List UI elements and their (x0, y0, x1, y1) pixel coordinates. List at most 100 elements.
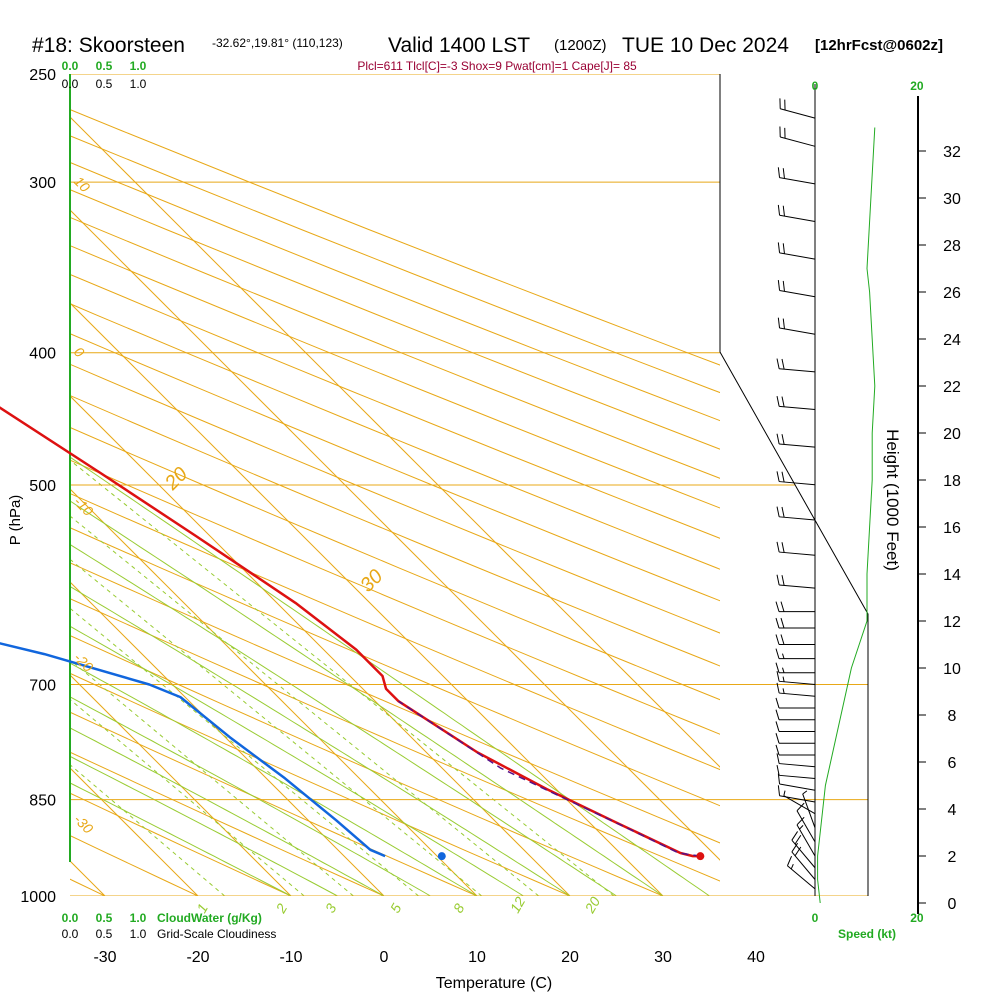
isotherm-edge-label: 10 (71, 173, 93, 195)
dry-adiabat (70, 426, 720, 701)
wind-barb-shaft (780, 136, 816, 147)
wind-barb-flag (775, 601, 780, 612)
wind-barb-flag (780, 634, 785, 645)
pressure-tick-label: 250 (29, 67, 56, 84)
valid-time: Valid 1400 LST (388, 34, 530, 57)
wind-barb (775, 744, 815, 756)
thermo-grid (0, 74, 720, 896)
x-axis-title: Temperature (C) (436, 975, 552, 992)
isotherm-line (70, 488, 478, 896)
mixing-ratio-line (70, 558, 483, 896)
cloudiness-label: Grid-Scale Cloudiness (157, 927, 276, 941)
height-tick-label: 16 (943, 520, 961, 537)
wind-barb (775, 601, 815, 613)
isotherm-edge-label: -10 (71, 493, 97, 519)
wind-barb-flag (775, 634, 780, 645)
dry-adiabat (70, 109, 720, 366)
wind-barb-flag (776, 764, 780, 776)
wind-barb-flag (775, 744, 780, 756)
wind-barb (775, 709, 815, 721)
dry-adiabat (70, 562, 720, 844)
mixing-ratio-label: 20 (581, 894, 603, 917)
wind-barb (775, 697, 815, 709)
wind-barb (777, 317, 816, 335)
wind-barb-flag (777, 785, 781, 796)
temperature-tick-label: 30 (654, 949, 672, 966)
wind-barb-flag (777, 773, 781, 785)
wind-barb-flag (782, 318, 785, 329)
wind-barb-flag (777, 242, 781, 253)
wind-barb-shaft (779, 443, 816, 448)
cloud-axis-tick: 0.0 (62, 911, 79, 925)
mixing-ratio-line (70, 607, 419, 896)
wind-barb-shaft (779, 692, 816, 697)
wind-barb-half-flag (782, 676, 785, 682)
cloud-axis-tick: 0.5 (96, 927, 113, 941)
wind-barb (776, 764, 816, 779)
isotherm-line (70, 674, 292, 896)
wind-speed-profile (817, 127, 876, 904)
moist-adiabat (70, 585, 571, 896)
wind-barb-shaft (783, 795, 816, 815)
wind-barb (777, 167, 816, 185)
wind-barb-shaft (779, 214, 816, 222)
mixing-ratio-label: 12 (507, 894, 529, 916)
wind-barb-flag (780, 617, 785, 629)
wind-barb (791, 842, 816, 880)
wind-barb (775, 617, 815, 629)
parcel-line (398, 700, 701, 857)
cloud-axis-tick: 1.0 (130, 59, 147, 73)
dry-adiabat (70, 492, 720, 771)
cloudwater-label: CloudWater (g/Kg) (157, 911, 262, 925)
pressure-tick-label: 1000 (20, 889, 56, 906)
cloud-axis-tick: 0.0 (62, 77, 79, 91)
moist-adiabat (70, 456, 710, 896)
wind-barb-flag (794, 835, 802, 845)
wind-barb-flag (781, 542, 785, 553)
height-tick-label: 22 (943, 379, 961, 396)
wind-barb-flag (781, 396, 785, 407)
wind-barb (776, 670, 816, 685)
wind-barb-flag (782, 205, 785, 217)
wind-barb-shaft (779, 680, 816, 685)
wind-barb (777, 773, 816, 791)
wind-barb-half-flag (802, 790, 808, 795)
wind-barb (777, 280, 816, 298)
wind-barb-flag (776, 471, 780, 482)
isotherm-line (70, 581, 385, 896)
wind-barb-flag (796, 816, 805, 826)
pressure-tick-label: 850 (29, 793, 56, 810)
dry-adiabat (70, 245, 720, 509)
wind-barb (775, 648, 815, 660)
wind-barb-flag (781, 575, 785, 586)
utc-time: (1200Z) (554, 37, 607, 54)
temperature-tick-label: 10 (468, 949, 486, 966)
mixing-ratio-line (70, 659, 354, 896)
moist-adiabat (70, 755, 338, 896)
mixing-ratio-line (70, 459, 615, 896)
temperature-tick-label: -10 (279, 949, 302, 966)
wind-barb-shaft (779, 584, 816, 589)
wind-barb-flag (776, 541, 780, 553)
wind-barb (796, 802, 816, 843)
cloud-axis-tick: 0.5 (96, 59, 113, 73)
wind-barb-flag (775, 733, 780, 744)
wind-barb-flag (776, 506, 780, 517)
frame-layer (69, 74, 919, 914)
wind-barb-shaft (779, 289, 816, 298)
dry-adiabat (0, 74, 12, 896)
wind-barb-shaft (779, 177, 816, 185)
wind-barb-flag (796, 802, 805, 812)
wind-barb-flag (780, 601, 785, 612)
wind-barb-shaft (796, 824, 816, 857)
wind-barb-flag (791, 842, 799, 853)
wind-barb (775, 662, 815, 674)
wind-barb (776, 396, 816, 410)
height-tick-label: 14 (943, 567, 961, 584)
wind-barb (777, 242, 816, 260)
wind-barb-flag (777, 204, 781, 216)
height-tick-label: 4 (948, 802, 957, 819)
moist-adiabat (70, 662, 478, 896)
wind-barb-flag (777, 167, 781, 178)
